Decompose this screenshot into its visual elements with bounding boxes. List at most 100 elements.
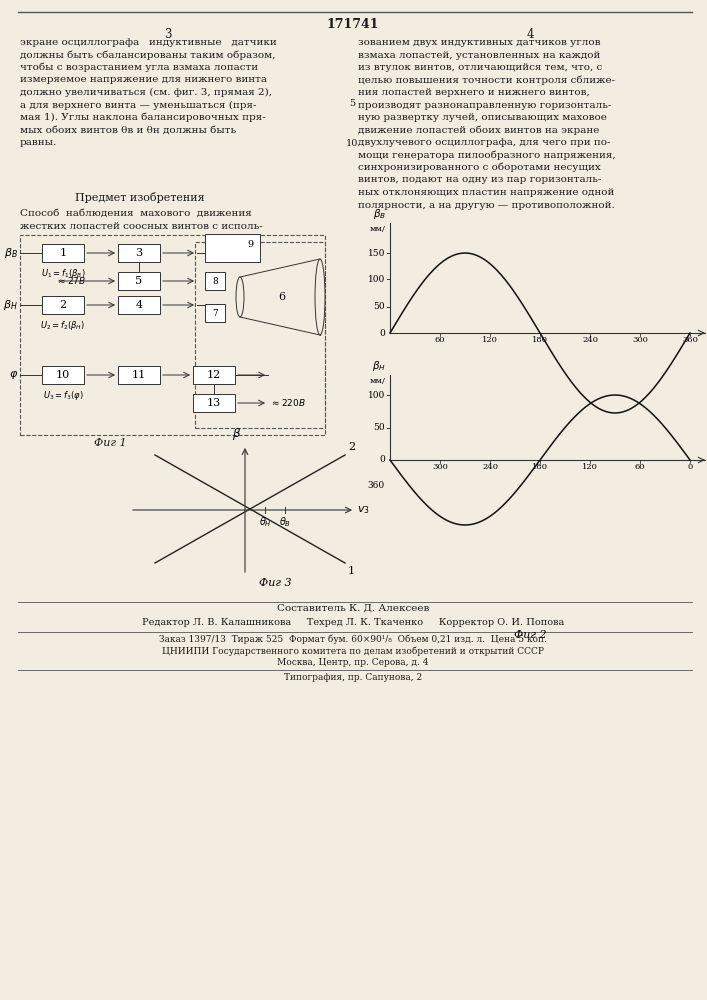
Text: $\beta_B$: $\beta_B$ xyxy=(373,207,386,221)
Bar xyxy=(195,242,325,428)
Text: 100: 100 xyxy=(368,275,385,284)
Text: Составитель К. Д. Алексеев: Составитель К. Д. Алексеев xyxy=(277,604,429,613)
Text: 360: 360 xyxy=(368,481,385,489)
Text: зованием двух индуктивных датчиков углов: зованием двух индуктивных датчиков углов xyxy=(358,38,600,47)
Text: мая 1). Углы наклона балансировочных пря-: мая 1). Углы наклона балансировочных пря… xyxy=(20,113,266,122)
Text: 171741: 171741 xyxy=(327,18,379,31)
Text: 240: 240 xyxy=(582,336,598,344)
Text: двухлучевого осциллографа, для чего при по-: двухлучевого осциллографа, для чего при … xyxy=(358,138,611,147)
Text: 180: 180 xyxy=(532,463,548,471)
Text: $\beta_H$: $\beta_H$ xyxy=(4,298,18,312)
Text: винтов, подают на одну из пар горизонталь-: винтов, подают на одну из пар горизонтал… xyxy=(358,176,602,184)
Text: из втулок винтов, отличающийся тем, что, с: из втулок винтов, отличающийся тем, что,… xyxy=(358,63,602,72)
Text: $v_3$: $v_3$ xyxy=(357,504,370,516)
Text: 10: 10 xyxy=(346,138,358,147)
Text: целью повышения точности контроля сближе-: целью повышения точности контроля сближе… xyxy=(358,76,615,85)
Text: должны быть сбалансированы таким образом,: должны быть сбалансированы таким образом… xyxy=(20,50,276,60)
Text: 6: 6 xyxy=(279,292,286,302)
Bar xyxy=(42,296,84,314)
Bar xyxy=(193,366,235,384)
Text: 50: 50 xyxy=(373,302,385,311)
Text: 60: 60 xyxy=(435,336,445,344)
Text: движение лопастей обоих винтов на экране: движение лопастей обоих винтов на экране xyxy=(358,125,600,135)
Text: мых обоих винтов θв и θн должны быть: мых обоих винтов θв и θн должны быть xyxy=(20,125,236,134)
Text: ных отклоняющих пластин напряжение одной: ных отклоняющих пластин напряжение одной xyxy=(358,188,614,197)
Text: $\beta$: $\beta$ xyxy=(232,426,241,442)
Bar xyxy=(118,244,160,262)
Text: Фиг 2: Фиг 2 xyxy=(514,630,547,640)
Text: а для верхнего винта — уменьшаться (пря-: а для верхнего винта — уменьшаться (пря- xyxy=(20,101,257,110)
Text: 3: 3 xyxy=(164,28,172,41)
Text: 120: 120 xyxy=(582,463,598,471)
Text: 150: 150 xyxy=(368,248,385,257)
Text: Заказ 1397/13  Тираж 525  Формат бум. 60×90¹/₈  Объем 0,21 изд. л.  Цена 5 коп.: Заказ 1397/13 Тираж 525 Формат бум. 60×9… xyxy=(159,634,547,644)
Text: 11: 11 xyxy=(132,370,146,380)
Text: 4: 4 xyxy=(526,28,534,41)
Text: $U_2=f_2(\beta_H)$: $U_2=f_2(\beta_H)$ xyxy=(40,319,86,332)
Text: мм/: мм/ xyxy=(370,377,386,385)
Ellipse shape xyxy=(236,277,244,317)
Text: 60: 60 xyxy=(635,463,645,471)
Text: Москва, Центр, пр. Серова, д. 4: Москва, Центр, пр. Серова, д. 4 xyxy=(277,658,428,667)
Bar xyxy=(118,366,160,384)
Text: 50: 50 xyxy=(373,423,385,432)
Text: 360: 360 xyxy=(682,336,698,344)
Bar xyxy=(193,394,235,412)
Text: должно увеличиваться (см. фиг. 3, прямая 2),: должно увеличиваться (см. фиг. 3, прямая… xyxy=(20,88,272,97)
Text: Способ  наблюдения  махового  движения: Способ наблюдения махового движения xyxy=(20,209,252,218)
Text: экране осциллографа   индуктивные   датчики: экране осциллографа индуктивные датчики xyxy=(20,38,276,47)
Text: $\theta_H$: $\theta_H$ xyxy=(259,515,271,529)
Text: синхронизированного с оборотами несущих: синхронизированного с оборотами несущих xyxy=(358,163,601,172)
Bar xyxy=(118,296,160,314)
Text: 0: 0 xyxy=(379,456,385,464)
Text: полярности, а на другую — противоположной.: полярности, а на другую — противоположно… xyxy=(358,200,615,210)
Text: 3: 3 xyxy=(136,248,143,258)
Text: взмаха лопастей, установленных на каждой: взмаха лопастей, установленных на каждой xyxy=(358,50,600,60)
Text: $\approx 27B$: $\approx 27B$ xyxy=(56,275,86,286)
Text: Редактор Л. В. Калашникова     Техред Л. К. Ткаченко     Корректор О. И. Попова: Редактор Л. В. Калашникова Техред Л. К. … xyxy=(142,618,564,627)
Bar xyxy=(20,235,325,435)
Text: 5: 5 xyxy=(136,276,143,286)
Text: 120: 120 xyxy=(482,336,498,344)
Text: ную развертку лучей, описывающих маховое: ную развертку лучей, описывающих маховое xyxy=(358,113,607,122)
Text: $\beta_H$: $\beta_H$ xyxy=(372,359,386,373)
Text: $\approx 220B$: $\approx 220B$ xyxy=(270,397,306,408)
Text: 180: 180 xyxy=(532,336,548,344)
Text: $U_3=f_3(\varphi)$: $U_3=f_3(\varphi)$ xyxy=(42,389,83,402)
Text: $\beta_B$: $\beta_B$ xyxy=(4,246,18,260)
Text: 100: 100 xyxy=(368,390,385,399)
Text: чтобы с возрастанием угла взмаха лопасти: чтобы с возрастанием угла взмаха лопасти xyxy=(20,63,258,73)
Ellipse shape xyxy=(315,259,325,335)
Text: мм/: мм/ xyxy=(370,225,386,233)
Bar xyxy=(42,366,84,384)
Text: Предмет изобретения: Предмет изобретения xyxy=(75,192,204,203)
Text: $\theta_B$: $\theta_B$ xyxy=(279,515,291,529)
Text: 5: 5 xyxy=(349,99,355,107)
Bar xyxy=(205,304,225,322)
Text: 240: 240 xyxy=(482,463,498,471)
Text: $U_1=f_1(\beta_B)$: $U_1=f_1(\beta_B)$ xyxy=(40,267,86,280)
Text: Фиг 3: Фиг 3 xyxy=(259,578,291,588)
Text: измеряемое напряжение для нижнего винта: измеряемое напряжение для нижнего винта xyxy=(20,76,267,85)
Text: Фиг 1: Фиг 1 xyxy=(94,438,127,448)
Text: 4: 4 xyxy=(136,300,143,310)
Text: 0: 0 xyxy=(687,463,693,471)
Text: 7: 7 xyxy=(212,308,218,318)
Text: 2: 2 xyxy=(348,442,355,452)
Text: производят разнонаправленную горизонталь-: производят разнонаправленную горизонталь… xyxy=(358,101,612,109)
Text: 1: 1 xyxy=(59,248,66,258)
Text: 9: 9 xyxy=(248,240,254,249)
Text: Типография, пр. Сапунова, 2: Типография, пр. Сапунова, 2 xyxy=(284,673,422,682)
Text: 13: 13 xyxy=(207,398,221,408)
Text: 300: 300 xyxy=(632,336,648,344)
Text: равны.: равны. xyxy=(20,138,57,147)
Text: 300: 300 xyxy=(432,463,448,471)
Text: жестких лопастей соосных винтов с исполь-: жестких лопастей соосных винтов с исполь… xyxy=(20,222,263,231)
Bar xyxy=(205,234,260,262)
Text: 10: 10 xyxy=(56,370,70,380)
Text: ЦНИИПИ Государственного комитета по делам изобретений и открытий СССР: ЦНИИПИ Государственного комитета по дела… xyxy=(162,646,544,656)
Bar xyxy=(205,272,225,290)
Text: ния лопастей верхнего и нижнего винтов,: ния лопастей верхнего и нижнего винтов, xyxy=(358,88,590,97)
Text: 1: 1 xyxy=(348,566,355,576)
Text: 8: 8 xyxy=(212,276,218,286)
